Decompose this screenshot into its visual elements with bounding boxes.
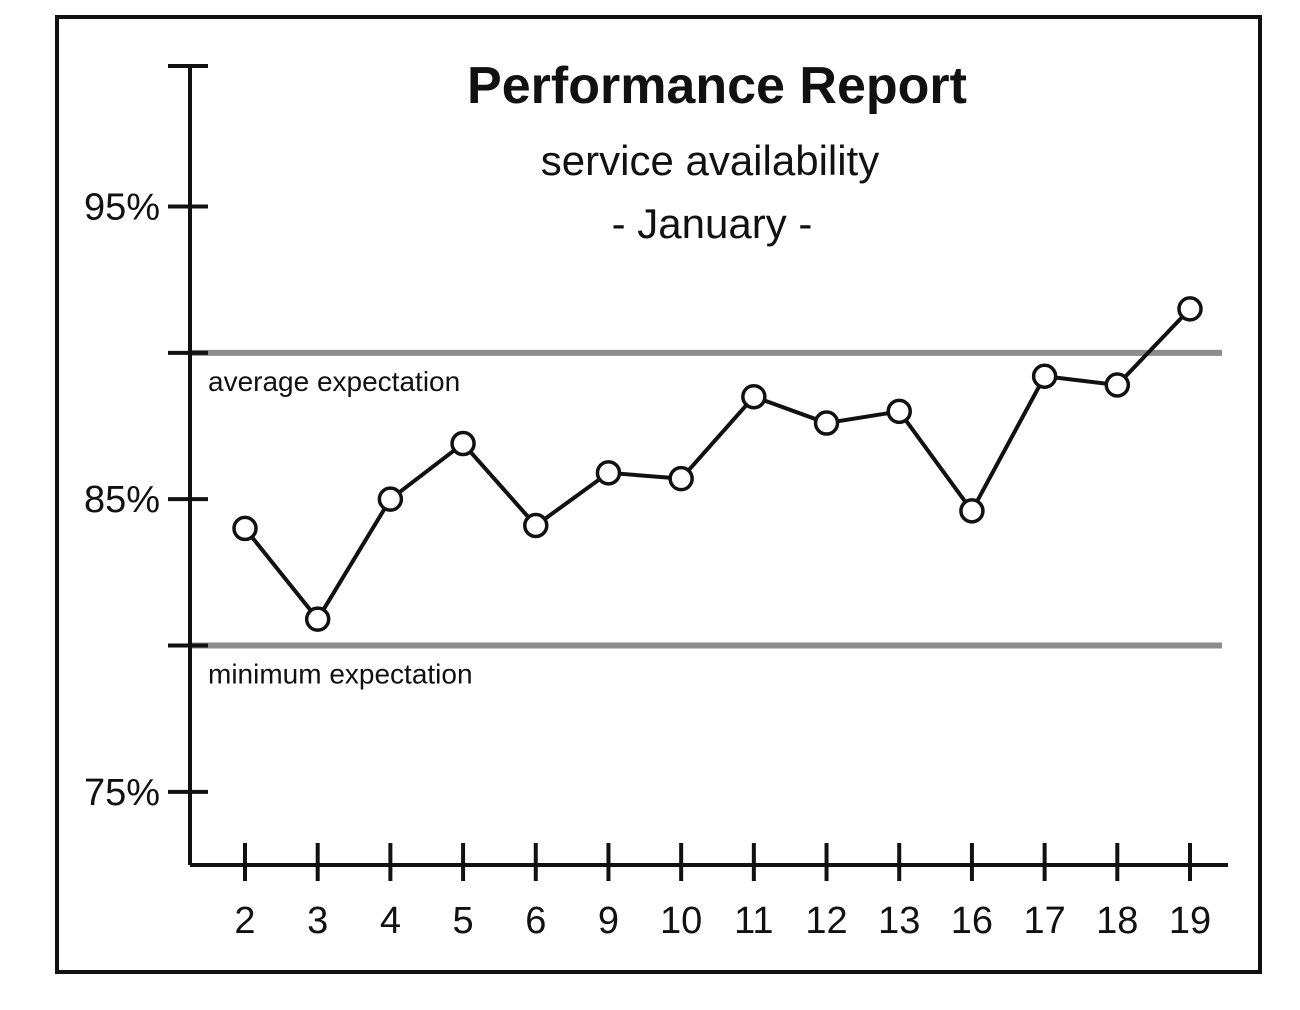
data-point-day-4 xyxy=(377,486,404,512)
chart-subtitle-line-1: service availability xyxy=(541,137,879,184)
data-point-day-13 xyxy=(886,398,912,425)
data-point-day-9 xyxy=(595,460,622,486)
x-tick-label-6: 6 xyxy=(525,900,546,942)
data-point-day-10 xyxy=(668,465,694,492)
data-point-day-16 xyxy=(959,498,985,524)
data-point-day-2 xyxy=(232,515,258,542)
data-point-day-6 xyxy=(523,512,549,539)
reference-label-average: average expectation xyxy=(208,366,460,397)
data-point-day-12 xyxy=(813,410,840,436)
x-tick-label-17: 17 xyxy=(1023,900,1065,942)
x-tick-label-11: 11 xyxy=(734,900,773,942)
x-tick-label-4: 4 xyxy=(380,900,401,942)
x-tick-label-9: 9 xyxy=(598,900,619,942)
data-point-day-11 xyxy=(741,383,767,410)
x-tick-label-18: 18 xyxy=(1096,900,1138,942)
data-point-day-5 xyxy=(450,430,476,457)
x-tick-label-16: 16 xyxy=(951,900,993,942)
data-point-day-3 xyxy=(304,606,331,632)
data-point-day-17 xyxy=(1031,363,1058,389)
x-tick-label-2: 2 xyxy=(234,900,255,942)
data-point-day-19 xyxy=(1177,296,1203,322)
y-tick-label-85: 85% xyxy=(84,479,160,521)
x-tick-label-5: 5 xyxy=(453,900,474,942)
x-tick-label-19: 19 xyxy=(1169,900,1211,942)
x-tick-label-3: 3 xyxy=(307,900,328,942)
reference-label-minimum: minimum expectation xyxy=(208,658,473,689)
y-tick-label-95: 95% xyxy=(84,186,160,228)
data-point-day-18 xyxy=(1104,372,1131,398)
series-line xyxy=(243,307,1192,622)
y-tick-label-75: 75% xyxy=(84,772,160,814)
chart-title: Performance Report xyxy=(467,57,967,115)
x-tick-label-10: 10 xyxy=(660,900,702,942)
chart-frame xyxy=(55,15,1262,974)
x-tick-label-12: 12 xyxy=(805,900,847,942)
chart-subtitle-line-2: - January - xyxy=(612,200,813,247)
x-tick-label-13: 13 xyxy=(878,900,920,942)
